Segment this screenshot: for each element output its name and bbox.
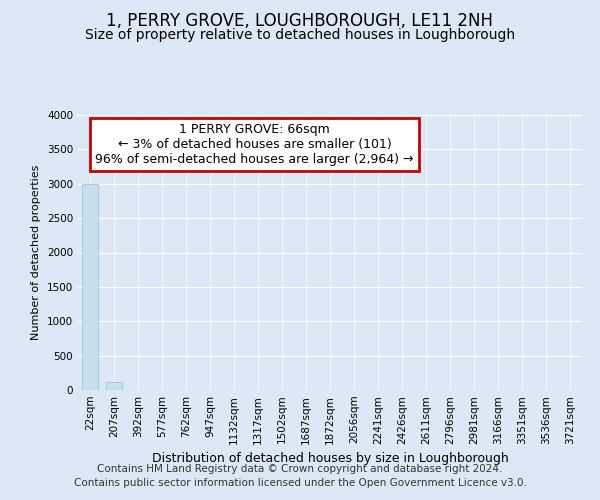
Text: Size of property relative to detached houses in Loughborough: Size of property relative to detached ho… bbox=[85, 28, 515, 42]
Y-axis label: Number of detached properties: Number of detached properties bbox=[31, 165, 41, 340]
Text: Contains HM Land Registry data © Crown copyright and database right 2024.
Contai: Contains HM Land Registry data © Crown c… bbox=[74, 464, 526, 487]
Text: 1 PERRY GROVE: 66sqm
← 3% of detached houses are smaller (101)
96% of semi-detac: 1 PERRY GROVE: 66sqm ← 3% of detached ho… bbox=[95, 123, 413, 166]
Text: 1, PERRY GROVE, LOUGHBOROUGH, LE11 2NH: 1, PERRY GROVE, LOUGHBOROUGH, LE11 2NH bbox=[107, 12, 493, 30]
Bar bbox=[106, 382, 122, 390]
Bar bbox=[82, 184, 98, 390]
X-axis label: Distribution of detached houses by size in Loughborough: Distribution of detached houses by size … bbox=[152, 452, 508, 465]
